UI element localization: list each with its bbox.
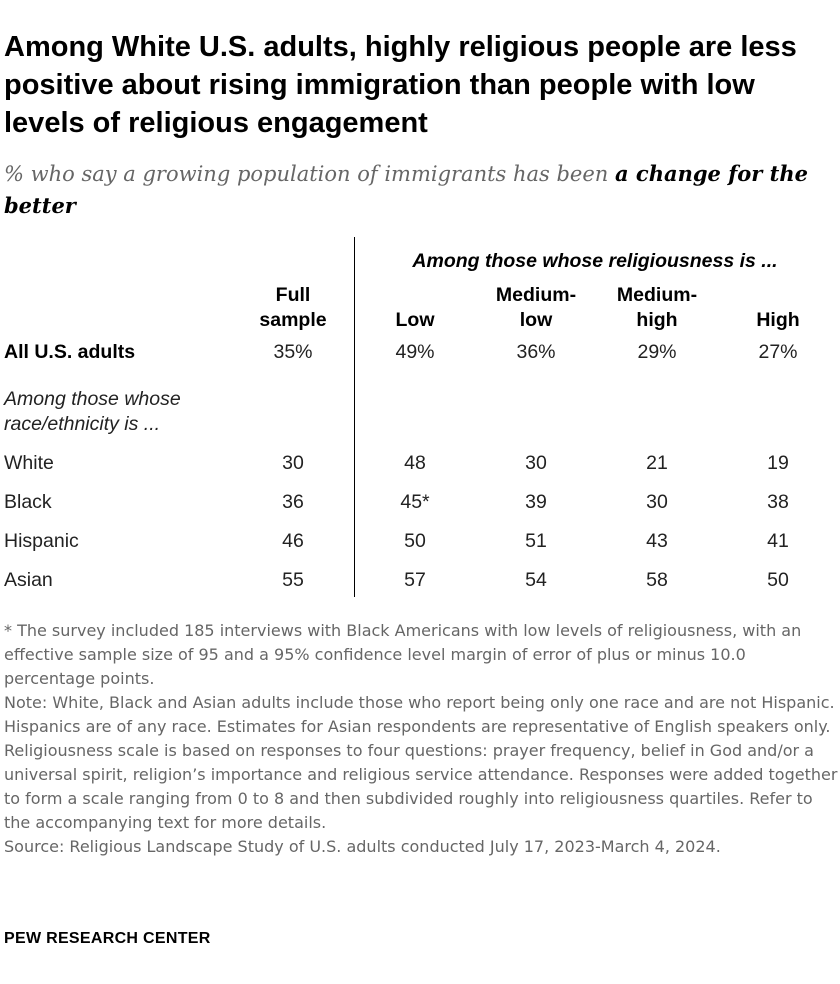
group-header-line1: Among those whose: [4, 388, 181, 410]
column-header-line2: low: [519, 309, 553, 331]
note: Note: White, Black and Asian adults incl…: [4, 693, 838, 832]
subtitle-emphasis: a change for the better: [4, 161, 808, 218]
table-cell: 45*: [400, 491, 430, 513]
table-cell: 36: [282, 491, 304, 513]
table-cell: 30: [646, 491, 668, 513]
column-divider: [354, 237, 355, 597]
brand-logo-text: PEW RESEARCH CENTER: [4, 930, 211, 947]
table-cell: 38: [767, 491, 789, 513]
group-header-line2: race/ethnicity is ...: [4, 413, 161, 435]
chart-subtitle: % who say a growing population of immigr…: [4, 158, 838, 222]
footnote: * The survey included 185 interviews wit…: [4, 621, 802, 688]
row-label-asian: Asian: [4, 569, 53, 591]
table-cell: 49%: [395, 341, 435, 363]
subtitle-text: % who say a growing population of immigr…: [4, 162, 615, 186]
table-cell: 50: [404, 530, 426, 552]
row-label-white: White: [4, 452, 54, 474]
column-header-line2: high: [636, 309, 678, 331]
data-table: Among those whose religiousness is ... F…: [4, 250, 800, 591]
table-cell: 19: [767, 452, 789, 474]
table-cell: 51: [525, 530, 547, 552]
table-cell: 48: [404, 452, 426, 474]
chart-title: Among White U.S. adults, highly religiou…: [4, 31, 797, 139]
table-cell: 39: [525, 491, 547, 513]
row-label-hispanic: Hispanic: [4, 530, 79, 552]
table-cell: 41: [767, 530, 789, 552]
table-cell: 21: [646, 452, 668, 474]
table-cell: 55: [282, 569, 304, 591]
column-header-line1: Medium-: [495, 284, 577, 306]
source: Source: Religious Landscape Study of U.S…: [4, 837, 721, 856]
row-label-all-adults: All U.S. adults: [4, 341, 136, 363]
table-cell: 35%: [273, 341, 313, 363]
table-cell: 46: [282, 530, 304, 552]
table-cell: 54: [525, 569, 547, 591]
table-cell: 30: [525, 452, 547, 474]
table-cell: 50: [767, 569, 789, 591]
column-header-line1: Medium-: [616, 284, 698, 306]
column-header-line1: Full: [275, 284, 311, 306]
table-cell: 58: [646, 569, 668, 591]
column-header-line2: sample: [259, 309, 327, 331]
table-cell: 27%: [758, 341, 798, 363]
column-header-line2: Low: [395, 309, 435, 331]
table-cell: 30: [282, 452, 304, 474]
row-label-black: Black: [4, 491, 52, 513]
spanning-header: Among those whose religiousness is ...: [412, 250, 778, 272]
notes-block: * The survey included 185 interviews wit…: [4, 619, 838, 859]
table-cell: 29%: [637, 341, 677, 363]
table-cell: 43: [646, 530, 668, 552]
table-cell: 57: [404, 569, 426, 591]
column-header-line2: High: [756, 309, 800, 331]
table-cell: 36%: [516, 341, 556, 363]
